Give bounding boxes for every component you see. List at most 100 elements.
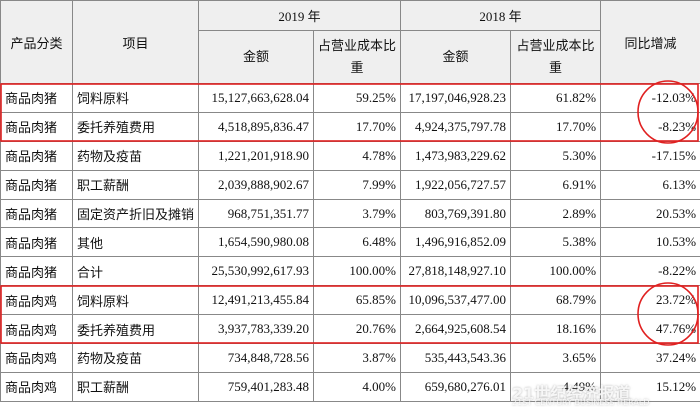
table-cell: 3,937,783,339.20 <box>198 314 314 345</box>
table-cell: 659,680,276.01 <box>400 371 512 402</box>
table-cell: 5.30% <box>510 140 602 171</box>
table-cell: 商品肉猪 <box>0 83 73 113</box>
table-cell: 3.79% <box>312 198 402 229</box>
watermark: 21ST CENTURY BUSINESS HERALD <box>512 398 650 407</box>
table-cell: 商品肉鸡 <box>0 285 73 316</box>
table-cell: 7.99% <box>312 169 402 200</box>
table-row: 商品肉猪 合计 25,530,992,617.93 100.00% 27,818,148… <box>0 256 700 287</box>
table-cell: 1,221,201,918.90 <box>198 140 314 171</box>
table-row: 商品肉鸡 委托养殖费用 3,937,783,339.20 20.76% 2,664,92… <box>0 314 700 345</box>
table-cell: 2.89% <box>510 198 602 229</box>
table-cell: 15.12% <box>600 371 700 402</box>
table-cell: 12,491,213,455.84 <box>198 285 314 316</box>
table-cell: -12.03% <box>600 83 700 113</box>
table-cell: 委托养殖费用 <box>72 111 199 142</box>
table-cell: 药物及疫苗 <box>72 140 199 171</box>
table-cell: 20.53% <box>600 198 700 229</box>
table-cell: 759,401,283.48 <box>198 371 314 402</box>
table-cell: 2,664,925,608.54 <box>400 314 512 345</box>
table-row: 商品肉猪 固定资产折旧及摊销 968,751,351.77 3.79% 803,769,… <box>0 198 700 229</box>
table-cell: 4,924,375,797.78 <box>400 111 512 142</box>
table-cell: 47.76% <box>600 314 700 345</box>
table-cell: 61.82% <box>510 83 602 113</box>
table-row: 商品肉猪 饲料原料 15,127,663,628.04 59.25% 17,197,04… <box>0 83 700 113</box>
table-cell: 803,769,391.80 <box>400 198 512 229</box>
table-cell: 合计 <box>72 256 199 287</box>
table-cell: 1,922,056,727.57 <box>400 169 512 200</box>
table-cell: 6.91% <box>510 169 602 200</box>
table-cell: 23.72% <box>600 285 700 316</box>
table-cell: 4,518,895,836.47 <box>198 111 314 142</box>
header-cell: 2018 年 <box>400 0 602 31</box>
table-cell: 535,443,543.36 <box>400 343 512 373</box>
header-cell: 金额 <box>198 30 314 84</box>
table-cell: 1,496,916,852.09 <box>400 227 512 258</box>
header-cell: 同比增减 <box>600 0 700 84</box>
table-cell: 4.78% <box>312 140 402 171</box>
table-cell: 固定资产折旧及摊销 <box>72 198 199 229</box>
table-cell: 6.48% <box>312 227 402 258</box>
table-cell: 17,197,046,928.23 <box>400 83 512 113</box>
table-cell: 商品肉鸡 <box>0 314 73 345</box>
table-cell: 商品肉猪 <box>0 169 73 200</box>
table-row: 商品肉猪 委托养殖费用 4,518,895,836.47 17.70% 4,924,37… <box>0 111 700 142</box>
table-cell: 6.13% <box>600 169 700 200</box>
table-row: 商品肉鸡 药物及疫苗 734,848,728.56 3.87% 535,443,543.… <box>0 343 700 373</box>
table-cell: 3.87% <box>312 343 402 373</box>
table-cell: 17.70% <box>312 111 402 142</box>
table-cell: 5.38% <box>510 227 602 258</box>
table-cell: 10.53% <box>600 227 700 258</box>
table-cell: 68.79% <box>510 285 602 316</box>
table-cell: 100.00% <box>312 256 402 287</box>
table-body: 商品肉猪 饲料原料 15,127,663,628.04 59.25% 17,197,04… <box>0 83 700 402</box>
table-cell: 734,848,728.56 <box>198 343 314 373</box>
table-cell: 饲料原料 <box>72 285 199 316</box>
table-cell: 饲料原料 <box>72 83 199 113</box>
table-cell: 10,096,537,477.00 <box>400 285 512 316</box>
table-cell: 65.85% <box>312 285 402 316</box>
table-cell: 职工薪酬 <box>72 169 199 200</box>
table-cell: 1,473,983,229.62 <box>400 140 512 171</box>
table-cell: 商品肉鸡 <box>0 371 73 402</box>
table-cell: 委托养殖费用 <box>72 314 199 345</box>
table-cell: 100.00% <box>510 256 602 287</box>
table-cell: 商品肉猪 <box>0 111 73 142</box>
table-cell: 商品肉鸡 <box>0 343 73 373</box>
table-cell: 商品肉猪 <box>0 256 73 287</box>
table-cell: 1,654,590,980.08 <box>198 227 314 258</box>
table-cell: 职工薪酬 <box>72 371 199 402</box>
header-cell: 占营业成本比重 <box>312 30 402 84</box>
table-cell: 其他 <box>72 227 199 258</box>
table-cell: 3.65% <box>510 343 602 373</box>
table-cell: -8.23% <box>600 111 700 142</box>
table-cell: -17.15% <box>600 140 700 171</box>
header-cell: 占营业成本比重 <box>510 30 602 84</box>
table-cell: 2,039,888,902.67 <box>198 169 314 200</box>
table-row: 商品肉鸡 饲料原料 12,491,213,455.84 65.85% 10,096,53… <box>0 285 700 316</box>
table-cell: -8.22% <box>600 256 700 287</box>
header-cell: 2019 年 <box>197 0 402 31</box>
table-cell: 4.49% <box>510 371 602 402</box>
table-cell: 4.00% <box>312 371 402 402</box>
table-cell: 37.24% <box>600 343 700 373</box>
table-cell: 商品肉猪 <box>0 227 73 258</box>
table-cell: 25,530,992,617.93 <box>198 256 314 287</box>
header-cell: 产品分类 <box>0 0 73 84</box>
table-cell: 20.76% <box>312 314 402 345</box>
table-row: 商品肉猪 药物及疫苗 1,221,201,918.90 4.78% 1,473,983,… <box>0 140 700 171</box>
table-cell: 27,818,148,927.10 <box>400 256 512 287</box>
header-cell: 金额 <box>400 30 512 84</box>
table-row: 商品肉猪 其他 1,654,590,980.08 6.48% 1,496,916,852… <box>0 227 700 258</box>
table-cell: 药物及疫苗 <box>72 343 199 373</box>
table-cell: 18.16% <box>510 314 602 345</box>
table-cell: 商品肉猪 <box>0 140 73 171</box>
table-cell: 17.70% <box>510 111 602 142</box>
table-row: 商品肉鸡 职工薪酬 759,401,283.48 4.00% 659,680,276.0… <box>0 371 700 402</box>
watermark: 21世纪经济报道 <box>512 384 631 403</box>
table-row: 商品肉猪 职工薪酬 2,039,888,902.67 7.99% 1,922,056,7… <box>0 169 700 200</box>
header-cell: 项目 <box>72 0 199 84</box>
table-cell: 商品肉猪 <box>0 198 73 229</box>
table-cell: 15,127,663,628.04 <box>198 83 314 113</box>
